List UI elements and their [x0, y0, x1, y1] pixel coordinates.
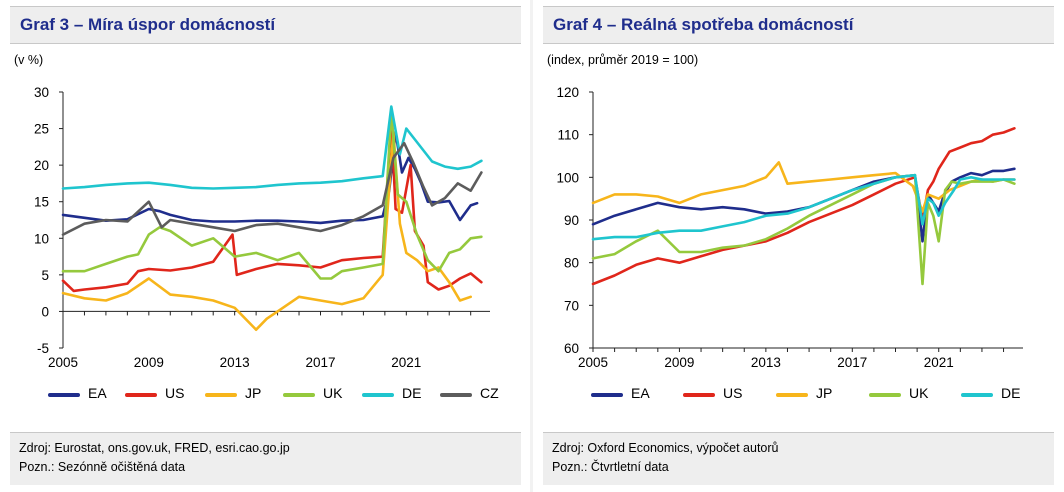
series-line-ea: [61, 130, 479, 225]
series-line-uk: [61, 108, 483, 280]
series-line-de: [591, 173, 1016, 241]
x-tick-label: 2005: [48, 355, 78, 370]
data-note: Pozn.: Sezónně očištěná data: [19, 460, 186, 474]
x-tick-label: 2005: [578, 355, 608, 370]
y-tick-label: -5: [37, 341, 49, 356]
legend-swatch: [125, 393, 157, 397]
y-tick-label: 15: [34, 195, 49, 210]
series-line-jp: [61, 130, 473, 331]
series-line-uk: [591, 173, 1016, 286]
y-tick-label: 70: [564, 298, 579, 313]
series-line-us: [591, 126, 1016, 286]
y-tick-label: 100: [556, 170, 579, 185]
legend-swatch: [591, 393, 623, 397]
legend-label: DE: [402, 385, 422, 401]
y-tick-label: 120: [556, 85, 579, 100]
legend-label: US: [723, 385, 743, 401]
y-tick-label: 30: [34, 85, 49, 100]
chart-panel-consumption: Graf 4 – Reálná spotřeba domácností (ind…: [533, 0, 1064, 492]
y-tick-label: 25: [34, 122, 49, 137]
unit-label: (v %): [14, 53, 44, 67]
real-consumption-chart: 60 70 80 90 100 110 120 2005 2009 2013 2017 2021: [556, 85, 1023, 370]
legend-label: UK: [323, 385, 343, 401]
legend-swatch: [961, 393, 993, 397]
x-tick-label: 2013: [220, 355, 250, 370]
legend-swatch: [683, 393, 715, 397]
y-tick-label: 20: [34, 158, 49, 173]
legend-swatch: [362, 393, 394, 397]
legend-swatch: [205, 393, 237, 397]
x-tick-label: 2009: [664, 355, 694, 370]
x-tick-label: 2021: [391, 355, 421, 370]
x-tick-label: 2009: [134, 355, 164, 370]
legend-swatch: [869, 393, 901, 397]
series-line-cz: [61, 141, 483, 236]
source-note: Zdroj: Oxford Economics, výpočet autorů: [552, 441, 779, 455]
legend-swatch: [440, 393, 472, 397]
legend-label: JP: [245, 385, 262, 401]
title-bar: Graf 3 – Míra úspor domácností: [10, 6, 521, 44]
legend-label: EA: [631, 385, 650, 401]
footer: Zdroj: Eurostat, ons.gov.uk, FRED, esri.…: [10, 432, 521, 485]
legend-label: UK: [909, 385, 929, 401]
x-tick-label: 2013: [751, 355, 781, 370]
y-tick-label: 90: [564, 213, 579, 228]
title-bar: Graf 4 – Reálná spotřeba domácností: [543, 6, 1054, 44]
legend-label: US: [165, 385, 185, 401]
chart-panel-savings: Graf 3 – Míra úspor domácností (v %) -5 0…: [0, 0, 531, 492]
y-tick-label: 80: [564, 256, 579, 271]
legend-swatch: [776, 393, 808, 397]
series-line-de: [61, 105, 483, 190]
unit-label: (index, průměr 2019 = 100): [547, 53, 699, 67]
chart-legend: EA US JP UK DE: [533, 380, 1064, 410]
source-note: Zdroj: Eurostat, ons.gov.uk, FRED, esri.…: [19, 441, 290, 455]
y-tick-label: 10: [34, 231, 49, 246]
panel-divider: [530, 0, 533, 492]
x-tick-label: 2017: [305, 355, 335, 370]
x-tick-label: 2021: [924, 355, 954, 370]
y-tick-label: 60: [564, 341, 579, 356]
series-line-us: [61, 119, 483, 293]
y-tick-label: 5: [41, 268, 49, 283]
chart-title: Graf 4 – Reálná spotřeba domácností: [553, 15, 854, 34]
chart-title: Graf 3 – Míra úspor domácností: [20, 15, 276, 34]
y-tick-label: 0: [41, 304, 49, 319]
x-tick-label: 2017: [837, 355, 867, 370]
legend-swatch: [283, 393, 315, 397]
savings-rate-chart: -5 0 5 10 15 20 25 30 2005 2009 2013 2017 2021: [34, 85, 490, 370]
legend-swatch: [48, 393, 80, 397]
footer: Zdroj: Oxford Economics, výpočet autorů …: [543, 432, 1054, 485]
legend-label: CZ: [480, 385, 499, 401]
chart-legend: EA US JP UK DE CZ: [0, 380, 531, 410]
y-tick-label: 110: [557, 128, 579, 143]
legend-label: DE: [1001, 385, 1021, 401]
legend-label: EA: [88, 385, 107, 401]
data-note: Pozn.: Čtvrtletní data: [552, 460, 669, 474]
legend-label: JP: [816, 385, 833, 401]
